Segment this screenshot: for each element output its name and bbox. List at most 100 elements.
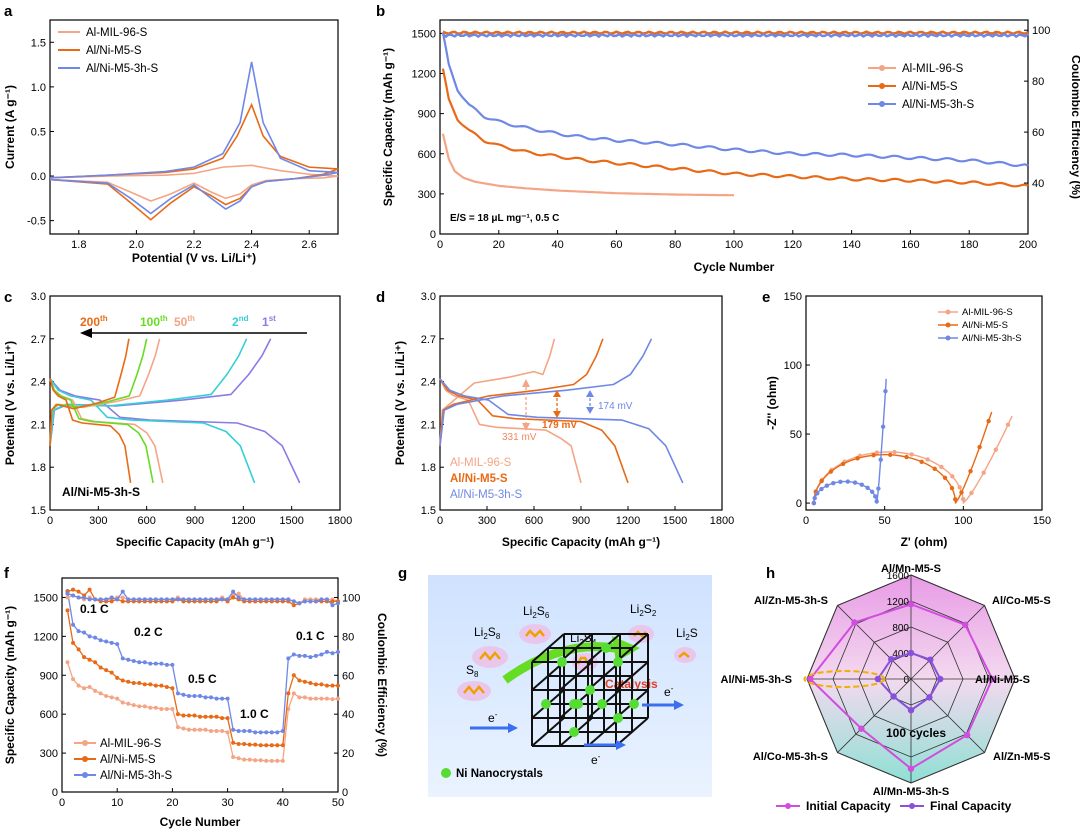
- capacity-point: [297, 695, 302, 700]
- profile-c-1-discharge: [49, 378, 301, 484]
- legend-e-3: Al/Ni-M5-3h-S: [962, 333, 1022, 344]
- ni-nanocrystal-label: Ni Nanocrystals: [456, 768, 543, 780]
- capacity-point: [109, 670, 114, 675]
- electron-label-3: e-: [664, 684, 674, 699]
- y-tick-label: 2.4: [31, 377, 46, 389]
- panel-c-y-ticks: 1.5 1.8 2.1 2.4 2.7 3.0: [31, 291, 54, 517]
- capacity-point: [175, 712, 180, 717]
- capacity-point: [258, 758, 263, 763]
- nyquist-point: [871, 453, 876, 458]
- x-tick-label: 1800: [710, 515, 734, 527]
- ce-point: [170, 597, 175, 602]
- capacity-point: [198, 727, 202, 732]
- capacity-point: [104, 668, 109, 673]
- ni-nanocrystal: [613, 713, 623, 723]
- radar-point: [907, 765, 915, 772]
- panel-c-cycle-labels: 200th 100th 50th 2nd 1st: [80, 314, 276, 329]
- x-tick-label: 40: [551, 239, 563, 251]
- capacity-point: [192, 694, 197, 699]
- y-tick-label: 0.5: [31, 126, 46, 138]
- profile-d-3-charge: [439, 338, 653, 446]
- panel-a-y-ticks: -0.5 0.0 0.5 1.0 1.5: [27, 37, 54, 228]
- ce-point: [76, 589, 81, 594]
- capacity-point: [302, 653, 307, 658]
- species-li2s8-label: Li2S8: [474, 625, 501, 641]
- ce-point: [115, 597, 120, 602]
- capacity-point: [181, 692, 186, 697]
- y2-tick-label: 60: [1032, 127, 1044, 139]
- nyquist-line-2: [813, 411, 993, 504]
- capacity-point: [242, 742, 247, 747]
- legend-d-1: Al-MIL-96-S: [450, 457, 512, 469]
- nyquist-point: [828, 469, 834, 474]
- ce-point: [236, 595, 241, 600]
- radar-tick-label: 400: [892, 649, 909, 660]
- capacity-point: [192, 713, 197, 718]
- capacity-point: [131, 703, 136, 708]
- capacity-point: [319, 682, 324, 687]
- capacity-point: [302, 679, 307, 684]
- capacity-point: [209, 729, 214, 734]
- capacity-point: [87, 634, 92, 639]
- ce-line-b-1: [442, 30, 1029, 36]
- capacity-point: [181, 713, 186, 718]
- y2-tick-label: 100: [342, 592, 360, 604]
- ce-point: [336, 601, 340, 606]
- ce-point: [148, 597, 153, 602]
- x-tick-label: 2.0: [129, 239, 144, 251]
- profile-c-5-discharge: [49, 378, 132, 484]
- radar-axis-label-3: Al/Ni-M5-S: [975, 674, 1030, 686]
- ce-point: [231, 595, 236, 600]
- y-tick-label: 1.5: [421, 505, 436, 517]
- capacity-point: [82, 630, 87, 635]
- nyquist-point: [957, 485, 962, 490]
- nyquist-point: [811, 500, 817, 506]
- y2-tick-label: 20: [342, 748, 354, 760]
- species-s8: S8: [457, 663, 491, 701]
- profile-c-5-charge: [49, 338, 130, 446]
- lattice-edge: [531, 661, 565, 691]
- y2-tick-label: 80: [342, 631, 354, 643]
- radar-tick-label: 1200: [887, 597, 910, 608]
- x-tick-label: 1200: [616, 515, 640, 527]
- capacity-point: [71, 622, 76, 627]
- ce-point: [253, 597, 258, 602]
- capacity-point: [302, 695, 307, 700]
- capacity-point: [159, 661, 164, 666]
- ni-nanocrystal: [585, 685, 595, 695]
- radar-spoke: [837, 605, 912, 680]
- ce-point: [76, 595, 81, 600]
- capacity-point: [286, 656, 291, 661]
- capacity-point: [225, 696, 230, 701]
- capacity-point: [175, 725, 180, 730]
- x-tick-label: 2.6: [302, 239, 317, 251]
- capacity-point: [336, 649, 340, 654]
- ce-point: [142, 597, 147, 602]
- x-tick-label: 100: [725, 239, 743, 251]
- panel-f-y-label: Specific Capacity (mAh g⁻¹): [3, 606, 17, 764]
- nyquist-point: [831, 480, 836, 486]
- legend-h-2: Final Capacity: [930, 799, 1012, 813]
- radar-point: [907, 649, 915, 657]
- panel-e-legend: Al-MIL-96-S Al/Ni-M5-S Al/Ni-M5-3h-S: [938, 307, 1022, 344]
- capacity-point: [231, 727, 236, 732]
- x-tick-label: 0: [803, 515, 809, 527]
- capacity-point: [280, 729, 285, 734]
- panel-a-legend: Al-MIL-96-S Al/Ni-M5-S Al/Ni-M5-3h-S: [58, 27, 159, 75]
- panel-c-y-label: Potential (V vs. Li/Li⁺): [3, 341, 17, 465]
- panel-b-y-label: Specific Capacity (mAh g⁻¹): [381, 48, 395, 206]
- x-tick-label: 0: [59, 797, 65, 809]
- capacity-point: [330, 651, 335, 656]
- ce-point: [330, 603, 335, 608]
- x-tick-label: 40: [277, 797, 289, 809]
- panel-b-legend: Al-MIL-96-S Al/Ni-M5-S Al/Ni-M5-3h-S: [868, 63, 975, 111]
- panel-f-series: [65, 587, 340, 763]
- radar-point: [888, 656, 895, 663]
- ce-point: [308, 599, 313, 604]
- capacity-point: [104, 694, 109, 699]
- legend-a-3: Al/Ni-M5-3h-S: [86, 63, 159, 75]
- capacity-point: [126, 679, 131, 684]
- capacity-point: [236, 742, 241, 747]
- capacity-point: [203, 727, 208, 732]
